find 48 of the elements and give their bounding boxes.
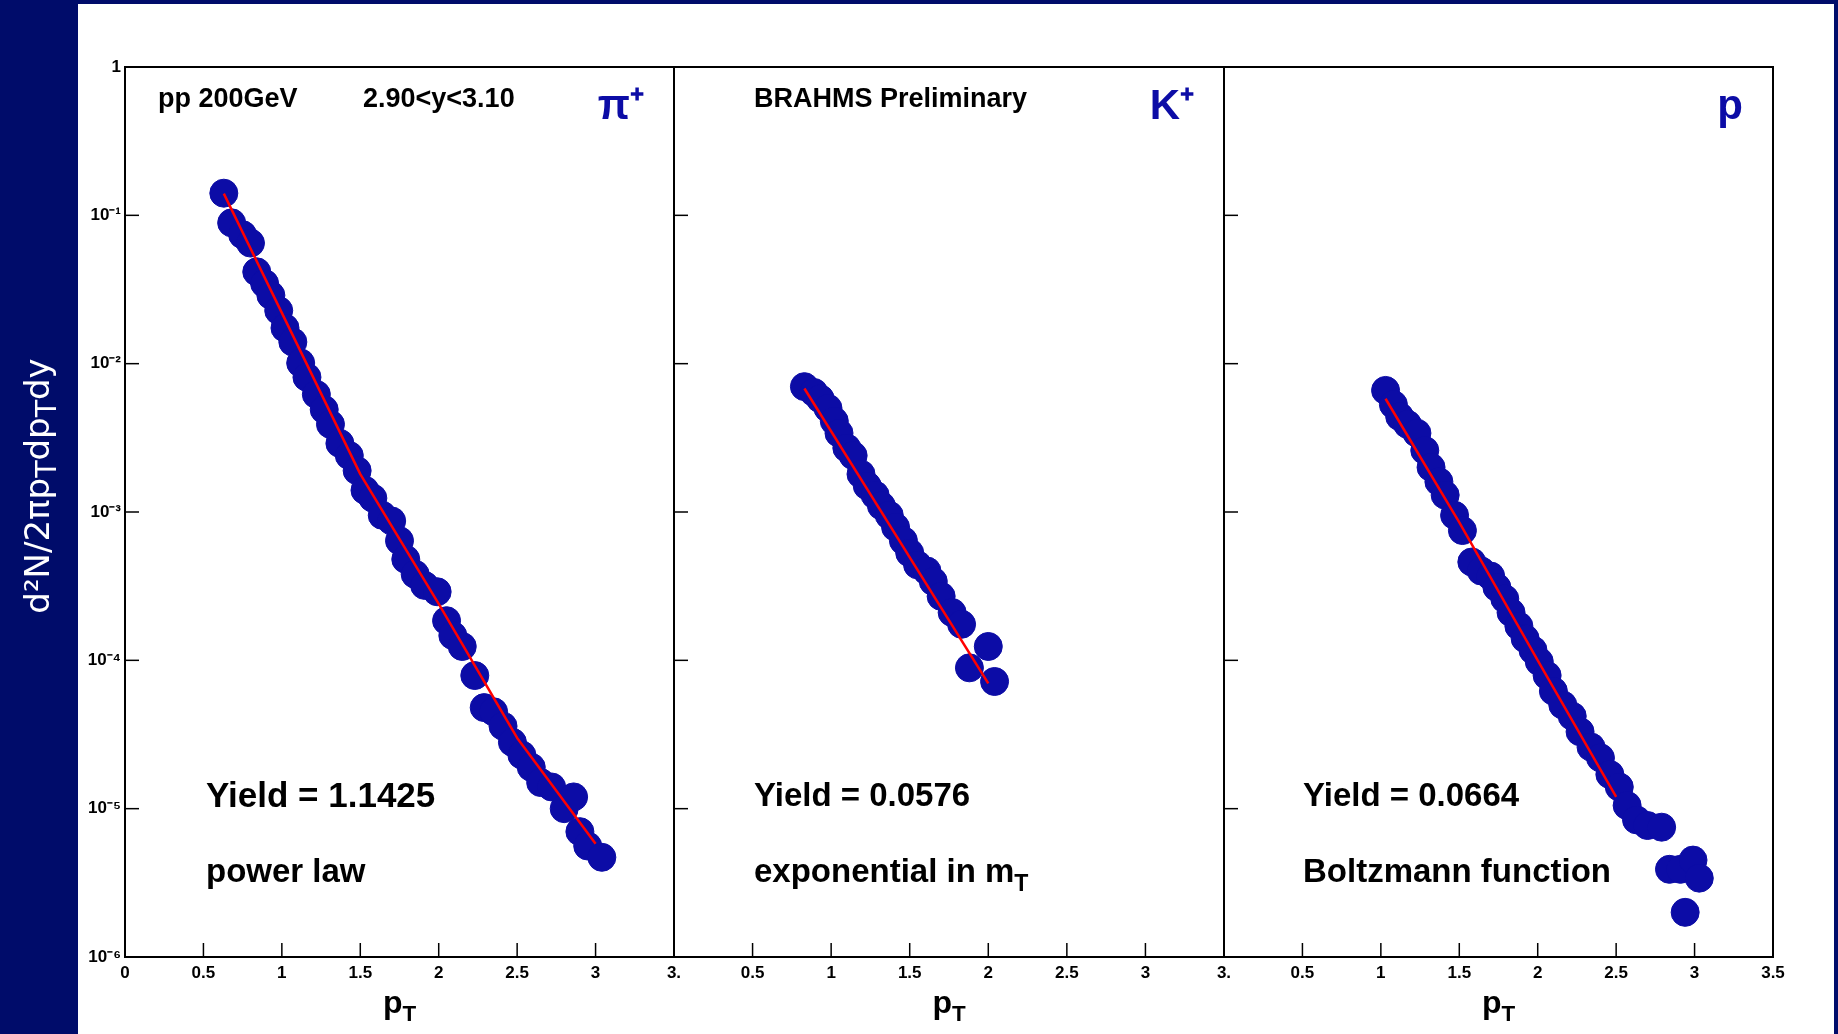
y-tick-label: 10⁻⁴ — [87, 650, 121, 670]
x-tick-label: 3.5 — [1761, 963, 1785, 983]
point — [209, 178, 239, 208]
annotation: 2.90<y<3.10 — [363, 83, 515, 114]
annotation: Yield = 0.0664 — [1303, 776, 1520, 814]
x-tick-label: 0.5 — [191, 963, 216, 983]
annotation: power law — [206, 852, 366, 890]
x-tick-label: 2 — [983, 963, 994, 983]
x-tick-label: 2 — [433, 963, 444, 983]
point — [587, 842, 617, 872]
x-tick-label: 1 — [826, 963, 836, 983]
point — [980, 667, 1010, 696]
y-tick-label: 10⁻⁵ — [88, 798, 121, 818]
x-tick-label: 2 — [1532, 963, 1543, 983]
point — [954, 653, 984, 683]
point — [947, 609, 977, 639]
text: K⁺ — [1149, 80, 1195, 128]
x-tick-label: 3 — [1140, 963, 1151, 983]
y-tick-label: 10⁻² — [90, 353, 122, 373]
x-tick-label: 3. — [666, 963, 682, 983]
annotation: pp 200GeV — [158, 83, 298, 114]
x-tick-label: 3 — [590, 963, 601, 983]
point — [1670, 897, 1700, 927]
x-tick-label: 2.5 — [505, 963, 529, 983]
x-tick-label: 1.5 — [1447, 963, 1472, 983]
point — [973, 631, 1003, 661]
x-tick-label: 3 — [1689, 963, 1700, 983]
x-tick-label: 0.5 — [1290, 963, 1315, 983]
x-tick-label: 0.5 — [740, 963, 765, 983]
y-tick-label: 10⁻⁶ — [88, 946, 121, 966]
x-tick-label: 1.5 — [348, 963, 373, 983]
text: p — [1717, 80, 1743, 128]
y-tick-label: 10⁻¹ — [90, 205, 122, 225]
annotation: Yield = 1.1425 — [206, 774, 436, 814]
x-tick-label: 1 — [277, 963, 287, 983]
y-tick-label: 1 — [111, 56, 121, 76]
y-tick-label: 10⁻³ — [90, 501, 122, 521]
x-tick-label: 1.5 — [897, 963, 922, 983]
x-tick-label: 0 — [120, 963, 130, 983]
x-tick-label: 1 — [1376, 963, 1386, 983]
annotation: BRAHMS Preliminary — [754, 83, 1028, 114]
x-tick-label: 3. — [1216, 963, 1232, 983]
annotation: Yield = 0.0576 — [754, 776, 971, 814]
annotation: Boltzmann function — [1303, 852, 1611, 890]
x-tick-label: 2.5 — [1055, 963, 1079, 983]
point — [1684, 863, 1714, 893]
text: π⁺ — [597, 80, 644, 128]
x-tick-label: 2.5 — [1604, 963, 1628, 983]
